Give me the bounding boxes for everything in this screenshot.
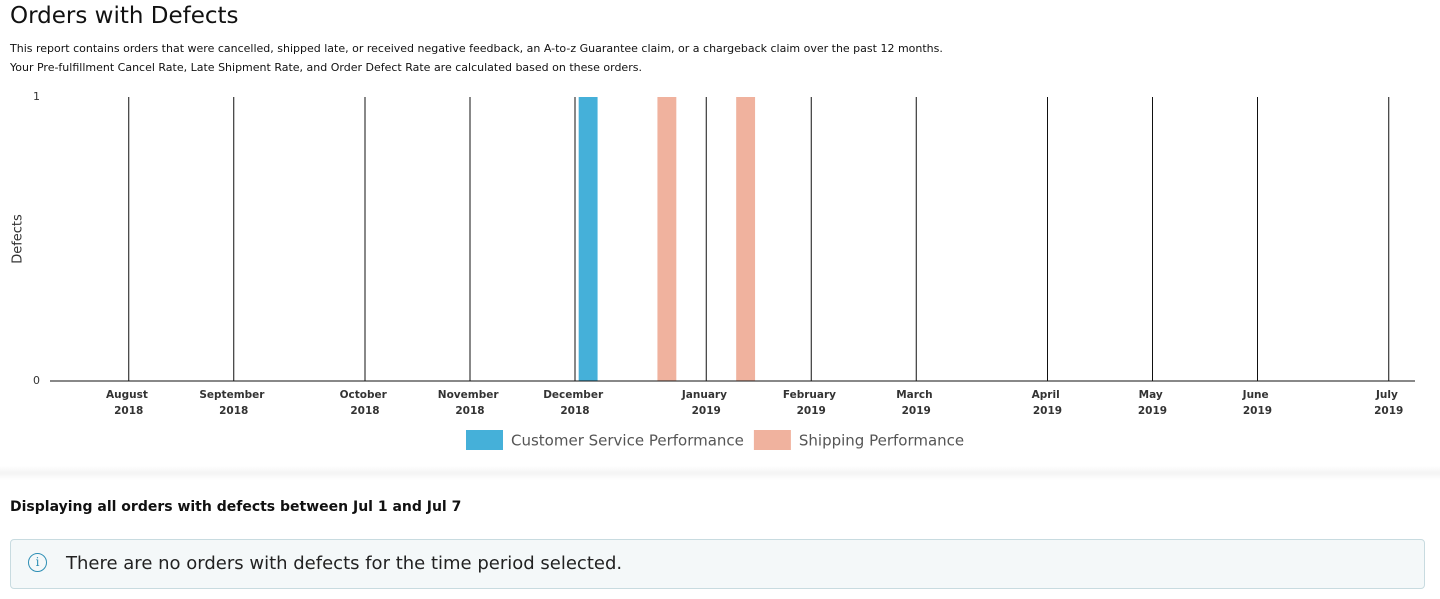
legend-swatch [466,430,503,450]
description: This report contains orders that were ca… [10,42,943,55]
x-tick-label: January 2019 [681,389,731,417]
x-tick-label: October 2018 [340,389,391,417]
page-title: Orders with Defects [10,3,239,29]
x-tick-label-line: September [199,389,268,401]
legend-label: Shipping Performance [799,432,964,450]
x-tick-label: September 2018 [199,389,268,417]
x-tick-label: August 2018 [106,389,152,417]
x-tick-label-line: 2019 [1033,405,1062,417]
y-tick-label: 1 [33,90,40,103]
x-tick-label: February 2019 [783,389,840,417]
x-tick-label-line: 2019 [692,405,721,417]
x-tick-label-line: 2018 [350,405,379,417]
x-tick-label-line: October [340,389,391,401]
x-tick-label-line: 2019 [1243,405,1272,417]
x-tick-label-line: 2018 [114,405,143,417]
bar [657,97,677,381]
x-tick-label-line: January [681,389,731,401]
x-tick-label: July 2019 [1374,389,1403,417]
bar [736,97,756,381]
legend-label: Customer Service Performance [511,432,744,450]
x-tick-label: November 2018 [438,389,502,417]
separator [0,466,1440,480]
info-icon: i [28,553,47,572]
description: Your Pre-fulfillment Cancel Rate, Late S… [10,61,642,74]
x-tick-label: June 2019 [1242,389,1273,417]
bar [578,97,598,381]
section-heading: Displaying all orders with defects betwe… [10,499,462,515]
x-tick-label-line: August [106,389,152,401]
x-tick-label-line: 2019 [902,405,931,417]
y-tick-label: 0 [33,374,40,387]
x-tick-label-line: December [543,389,607,401]
x-tick-label-line: 2019 [1374,405,1403,417]
x-tick-label-line: 2018 [560,405,589,417]
x-tick-label-line: July [1375,389,1401,401]
x-tick-label: April 2019 [1032,389,1064,417]
x-tick-label-line: February [783,389,840,401]
x-tick-label-line: April [1032,389,1064,401]
x-tick-label: March 2019 [896,389,936,417]
legend-swatch [753,430,791,450]
x-tick-label-line: May [1139,389,1167,401]
x-tick-label: May 2019 [1138,389,1167,417]
x-tick-label: December 2018 [543,389,607,417]
y-axis-label: Defects [11,214,26,264]
x-tick-label-line: November [438,389,502,401]
x-tick-label-line: 2018 [455,405,484,417]
x-tick-label-line: June [1242,389,1273,401]
x-tick-label-line: 2019 [1138,405,1167,417]
alert-text: There are no orders with defects for the… [66,553,623,574]
x-tick-label-line: 2018 [219,405,248,417]
x-tick-label-line: March [896,389,936,401]
info-alert: i There are no orders with defects for t… [10,539,1425,589]
x-tick-label-line: 2019 [797,405,826,417]
